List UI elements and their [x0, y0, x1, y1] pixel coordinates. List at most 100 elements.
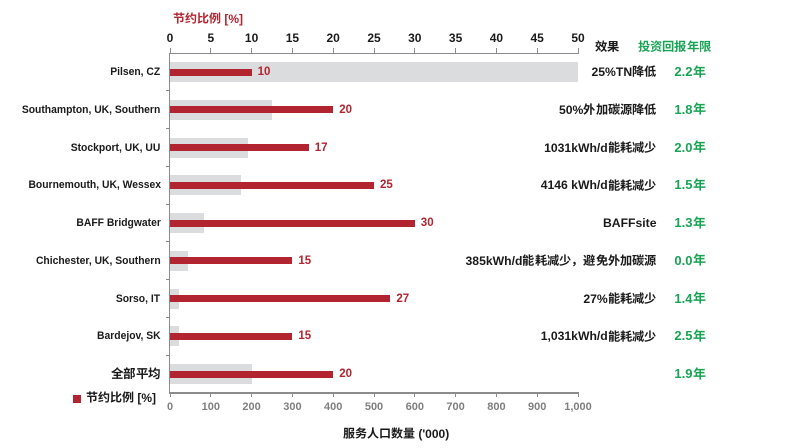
category-axis-tick [165, 128, 170, 130]
text-run: 1.8 [674, 102, 705, 118]
cjk-glyph [644, 292, 657, 304]
cjk-glyph [583, 254, 596, 266]
cjk-glyph [692, 291, 705, 304]
bottom-axis-tick-label: 600 [405, 401, 424, 413]
savings-bar [170, 144, 309, 152]
cjk-glyph [692, 329, 705, 342]
text-run [594, 39, 620, 55]
cjk-glyph [674, 40, 687, 52]
bottom-axis-tick-label: 700 [446, 401, 465, 413]
cjk-glyph [620, 292, 632, 304]
cjk-glyph [98, 391, 110, 404]
top-axis-tick [455, 48, 457, 53]
bar-value-label: 10 [257, 66, 271, 79]
cjk-glyph [692, 178, 705, 191]
text-run: Sorso, IT [116, 292, 161, 305]
cjk-glyph [692, 140, 705, 153]
cjk-glyph [607, 40, 619, 52]
text-run [637, 39, 712, 55]
text-run: [%] [173, 12, 243, 27]
cjk-glyph [608, 141, 620, 153]
bottom-axis-tick [210, 393, 212, 397]
category-label: Bardejov, SK [93, 328, 161, 344]
cjk-glyph [391, 427, 403, 440]
legend-swatch [73, 395, 81, 403]
cjk-glyph [620, 254, 632, 266]
payback-value: 1.8 [674, 102, 705, 118]
effect-value: 1,031kWh/d [541, 328, 657, 344]
category-label: Bournemouth, UK, Wessex [20, 177, 161, 193]
top-axis-tick-label: 10 [244, 31, 259, 45]
cjk-glyph [650, 40, 662, 52]
bottom-axis-tick-label: 500 [364, 401, 384, 413]
effect-value: 25%TN [591, 64, 657, 80]
effect-value: BAFFsite [603, 215, 657, 231]
effect-value: 4146 kWh/d [541, 177, 657, 193]
bottom-axis-tick-label: 900 [528, 401, 547, 413]
text-run: ('000) [343, 426, 449, 442]
cjk-glyph [136, 368, 148, 380]
text-run: Bardejov, SK [96, 330, 161, 343]
text-run: 0.0 [674, 253, 705, 269]
text-run: 50% [559, 102, 657, 118]
cjk-glyph [692, 102, 705, 115]
cjk-glyph [523, 254, 535, 266]
text-run: 25%TN [591, 64, 657, 80]
cjk-glyph [173, 12, 185, 24]
category-label: Sorso, IT [113, 291, 160, 307]
cjk-glyph [573, 261, 576, 267]
cjk-glyph [595, 103, 607, 115]
text-run: 385kWh/d [466, 253, 657, 269]
top-axis-tick-label: 45 [530, 31, 544, 45]
cjk-glyph [608, 178, 620, 191]
text-run: 1031kWh/d [544, 140, 657, 156]
cjk-glyph [632, 292, 645, 304]
text-run: 27% [583, 291, 657, 307]
top-axis-tick [332, 48, 334, 53]
cjk-glyph [620, 103, 632, 115]
top-axis-tick [414, 48, 416, 53]
left-axis-line [168, 52, 171, 394]
text-run [110, 366, 161, 382]
population-bar [170, 62, 578, 83]
bottom-axis-tick [414, 393, 416, 397]
bar-value-label: 15 [298, 254, 312, 267]
category-label: Pilsen, CZ [107, 64, 161, 80]
text-run: BAFF Bridgwater [76, 217, 161, 230]
payback-value: 2.2 [674, 64, 705, 80]
cjk-glyph [608, 329, 620, 342]
bottom-axis-tick [455, 393, 457, 397]
cjk-glyph [197, 12, 209, 24]
effect-value: 385kWh/d [466, 253, 657, 269]
cjk-glyph [608, 254, 620, 266]
cjk-glyph [692, 64, 705, 78]
category-label: Chichester, UK, Southern [28, 253, 161, 269]
cjk-glyph [644, 178, 657, 191]
text-run: 2.2 [674, 64, 705, 80]
top-axis-tick [536, 48, 538, 53]
savings-bar [170, 370, 334, 378]
payback-value: 1.9 [674, 366, 705, 382]
bottom-axis-tick [536, 393, 538, 397]
cjk-glyph [534, 254, 547, 266]
bottom-axis-tick [495, 393, 497, 397]
cjk-glyph [608, 292, 620, 304]
bottom-axis-tick-label: 400 [324, 401, 343, 413]
cjk-glyph [644, 103, 657, 115]
category-axis-tick [165, 279, 170, 281]
effect-column-header [594, 39, 620, 55]
cjk-glyph [380, 428, 390, 439]
top-axis-tick [251, 48, 253, 53]
text-run: 1.9 [674, 366, 705, 382]
cjk-glyph [637, 40, 650, 52]
text-run: 4146 kWh/d [541, 177, 657, 193]
bar-value-label: 17 [314, 141, 328, 154]
bar-value-label: 20 [339, 103, 352, 116]
category-axis-tick [165, 165, 170, 167]
text-run: Chichester, UK, Southern [35, 254, 161, 267]
top-axis-tick [210, 48, 212, 53]
cjk-glyph [620, 329, 632, 342]
cjk-glyph [547, 254, 559, 266]
bottom-axis-tick-label: 300 [283, 401, 302, 413]
